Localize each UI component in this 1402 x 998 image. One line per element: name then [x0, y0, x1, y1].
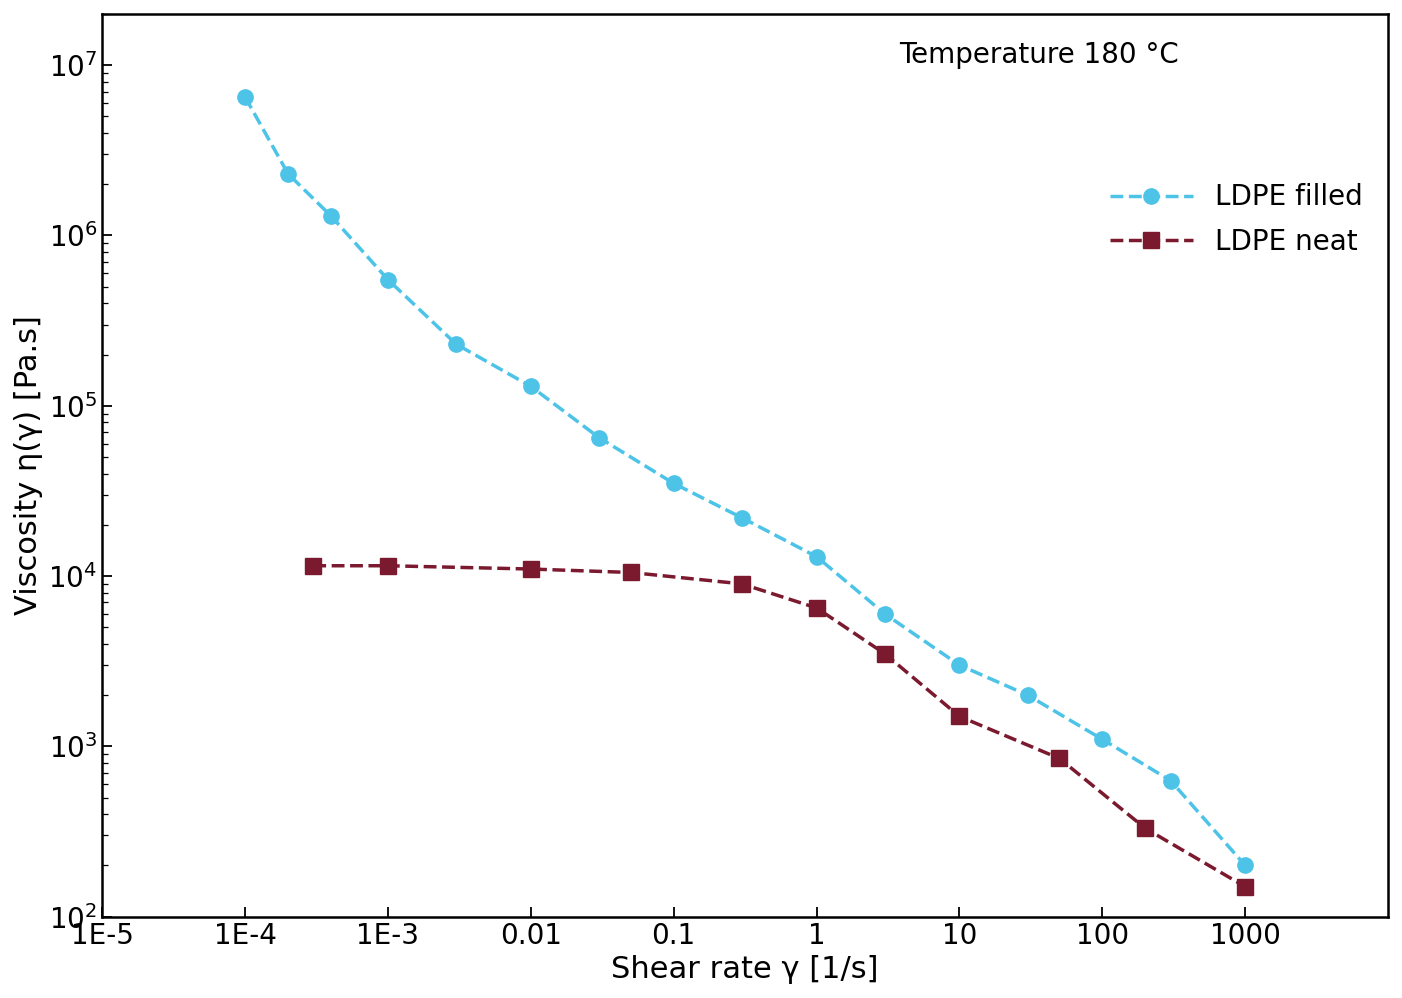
LDPE filled: [590, 432, 607, 444]
LDPE neat: [304, 560, 321, 572]
LDPE filled: [808, 551, 824, 563]
Line: LDPE neat: LDPE neat: [306, 558, 1253, 894]
LDPE neat: [951, 711, 967, 723]
LDPE filled: [523, 380, 540, 392]
LDPE filled: [733, 512, 750, 524]
LDPE neat: [876, 648, 893, 660]
LDPE neat: [733, 578, 750, 590]
LDPE filled: [951, 659, 967, 671]
Line: LDPE filled: LDPE filled: [237, 90, 1253, 873]
LDPE filled: [1237, 859, 1253, 871]
LDPE filled: [322, 210, 339, 222]
LDPE filled: [1094, 734, 1110, 746]
LDPE neat: [523, 563, 540, 575]
Text: Temperature 180 °C: Temperature 180 °C: [900, 41, 1179, 69]
LDPE filled: [876, 608, 893, 620]
LDPE filled: [237, 91, 254, 103]
LDPE neat: [622, 567, 639, 579]
LDPE neat: [808, 602, 824, 614]
LDPE filled: [1162, 774, 1179, 786]
Y-axis label: Viscosity η(γ) [Pa.s]: Viscosity η(γ) [Pa.s]: [14, 315, 43, 615]
LDPE filled: [666, 477, 683, 489]
LDPE filled: [279, 168, 296, 180]
Legend: LDPE filled, LDPE neat: LDPE filled, LDPE neat: [1099, 173, 1374, 267]
LDPE neat: [1237, 880, 1253, 892]
LDPE neat: [1052, 752, 1068, 764]
X-axis label: Shear rate γ [1/s]: Shear rate γ [1/s]: [611, 955, 879, 984]
LDPE neat: [380, 560, 397, 572]
LDPE neat: [1137, 822, 1154, 834]
LDPE filled: [380, 273, 397, 285]
LDPE filled: [1019, 690, 1036, 702]
LDPE filled: [447, 338, 464, 350]
